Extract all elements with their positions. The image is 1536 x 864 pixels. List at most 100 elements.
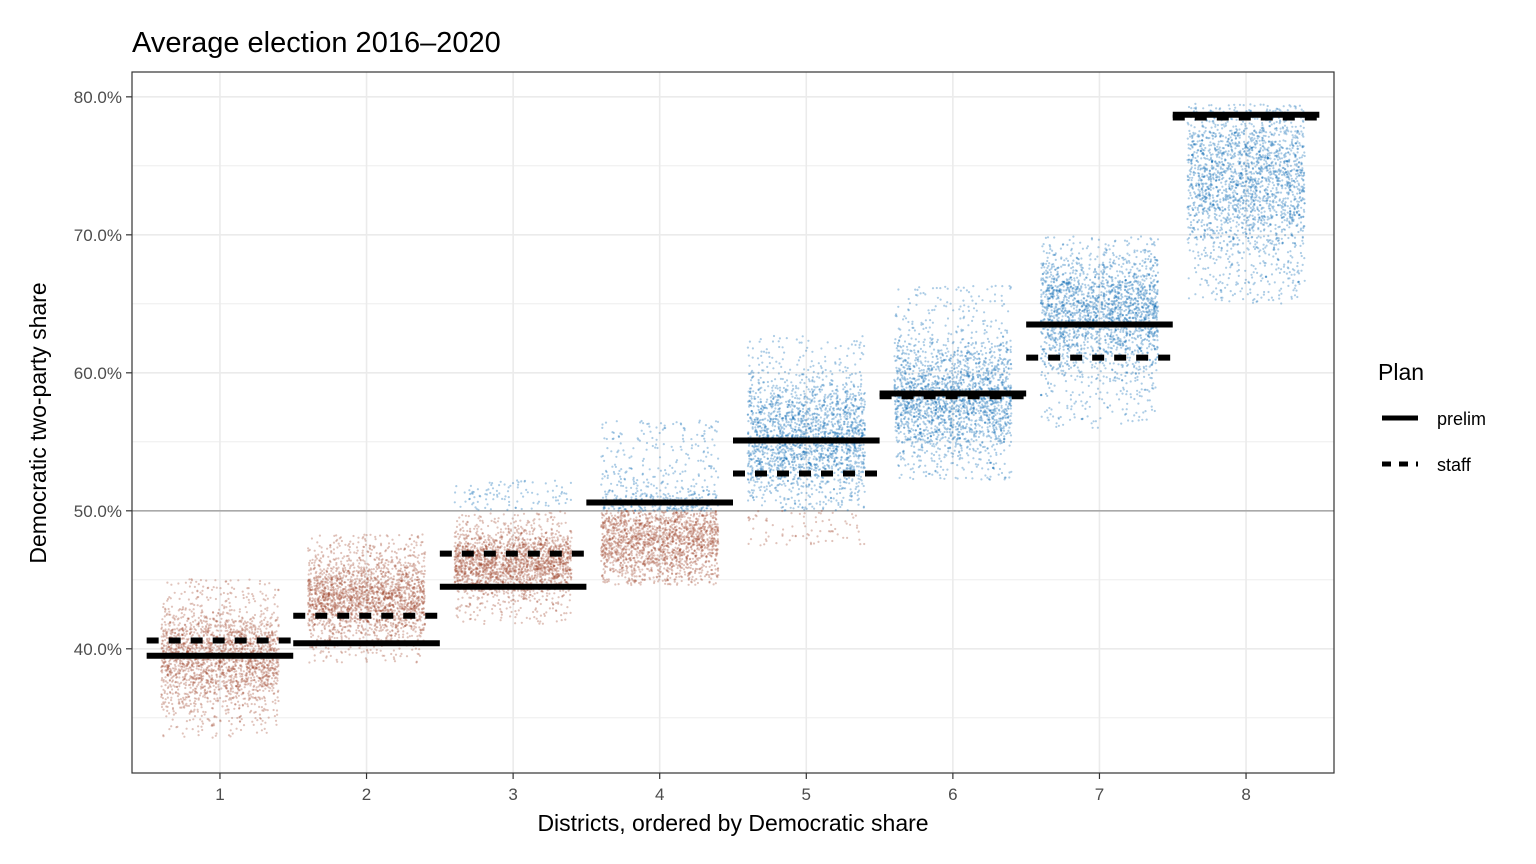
simulation-point	[186, 619, 189, 623]
simulation-point	[355, 546, 359, 549]
simulation-point	[354, 612, 358, 615]
simulation-point	[247, 666, 250, 670]
simulation-point	[166, 581, 169, 584]
simulation-point	[338, 544, 341, 547]
simulation-point	[193, 681, 196, 684]
simulation-point	[188, 578, 191, 581]
simulation-point	[274, 719, 278, 722]
simulation-point	[387, 563, 390, 566]
simulation-point	[406, 632, 409, 635]
simulation-point	[536, 502, 539, 505]
simulation-point	[197, 622, 200, 625]
simulation-point	[169, 662, 173, 666]
simulation-point	[217, 683, 220, 686]
simulation-point	[208, 641, 211, 644]
simulation-point	[364, 562, 367, 565]
simulation-point	[396, 595, 399, 598]
simulation-point	[265, 594, 268, 597]
simulation-point	[555, 601, 558, 605]
simulation-point	[175, 650, 178, 653]
simulation-point	[385, 629, 388, 632]
simulation-point	[182, 702, 185, 705]
simulation-point	[229, 643, 232, 646]
simulation-point	[260, 632, 263, 635]
simulation-point	[392, 575, 395, 578]
simulation-point	[507, 486, 510, 489]
simulation-point	[272, 686, 275, 690]
simulation-point	[227, 734, 231, 737]
simulation-point	[233, 634, 236, 637]
simulation-point	[200, 679, 203, 682]
simulation-point	[173, 667, 176, 670]
simulation-point	[267, 678, 270, 681]
simulation-point	[369, 533, 372, 536]
simulation-point	[190, 610, 193, 613]
simulation-point	[331, 613, 334, 616]
simulation-point	[379, 534, 382, 537]
simulation-point	[249, 668, 252, 671]
simulation-point	[224, 644, 227, 647]
simulation-point	[180, 681, 183, 684]
simulation-point	[214, 625, 217, 628]
simulation-point	[166, 709, 169, 713]
simulation-point	[195, 623, 198, 626]
simulation-point	[345, 555, 349, 558]
simulation-point	[328, 634, 331, 638]
simulation-point	[396, 606, 399, 610]
simulation-point	[251, 666, 254, 669]
simulation-point	[242, 680, 245, 683]
simulation-point	[411, 573, 414, 576]
simulation-point	[218, 647, 221, 651]
simulation-point	[190, 669, 193, 672]
simulation-point	[354, 603, 357, 606]
simulation-point	[403, 579, 406, 583]
simulation-point	[215, 662, 218, 665]
simulation-point	[226, 695, 229, 698]
simulation-point	[257, 685, 260, 688]
simulation-point	[350, 591, 353, 594]
simulation-point	[206, 617, 209, 620]
simulation-point	[332, 566, 335, 569]
simulation-point	[193, 687, 197, 690]
simulation-point	[251, 673, 254, 676]
simulation-point	[322, 620, 325, 623]
simulation-point	[347, 563, 350, 566]
simulation-point	[355, 590, 358, 593]
simulation-point	[340, 583, 343, 586]
simulation-point	[322, 598, 325, 602]
simulation-point	[533, 518, 536, 521]
simulation-point	[246, 668, 249, 671]
simulation-point	[348, 559, 351, 562]
simulation-point	[162, 701, 165, 704]
simulation-point	[348, 630, 352, 633]
simulation-point	[520, 595, 523, 598]
simulation-point	[377, 601, 380, 604]
simulation-point	[186, 646, 189, 649]
simulation-point	[378, 621, 381, 624]
simulation-point	[423, 569, 426, 573]
simulation-point	[335, 561, 338, 565]
simulation-point	[210, 588, 214, 591]
simulation-point	[182, 648, 185, 651]
simulation-point	[267, 669, 270, 672]
simulation-point	[188, 695, 191, 698]
simulation-point	[252, 597, 255, 600]
simulation-point	[503, 551, 507, 555]
simulation-point	[556, 499, 560, 502]
simulation-point	[323, 583, 326, 586]
simulation-point	[218, 608, 221, 611]
simulation-point	[269, 648, 272, 651]
simulation-point	[364, 543, 367, 546]
simulation-point	[264, 661, 267, 665]
simulation-point	[322, 610, 325, 613]
simulation-point	[226, 708, 229, 711]
simulation-point	[251, 720, 254, 723]
simulation-point	[551, 597, 554, 600]
simulation-point	[268, 659, 271, 662]
simulation-point	[201, 593, 204, 596]
simulation-point	[402, 587, 405, 590]
simulation-point	[206, 658, 209, 661]
simulation-point	[206, 640, 209, 643]
simulation-point	[383, 599, 386, 602]
simulation-point	[239, 664, 242, 667]
